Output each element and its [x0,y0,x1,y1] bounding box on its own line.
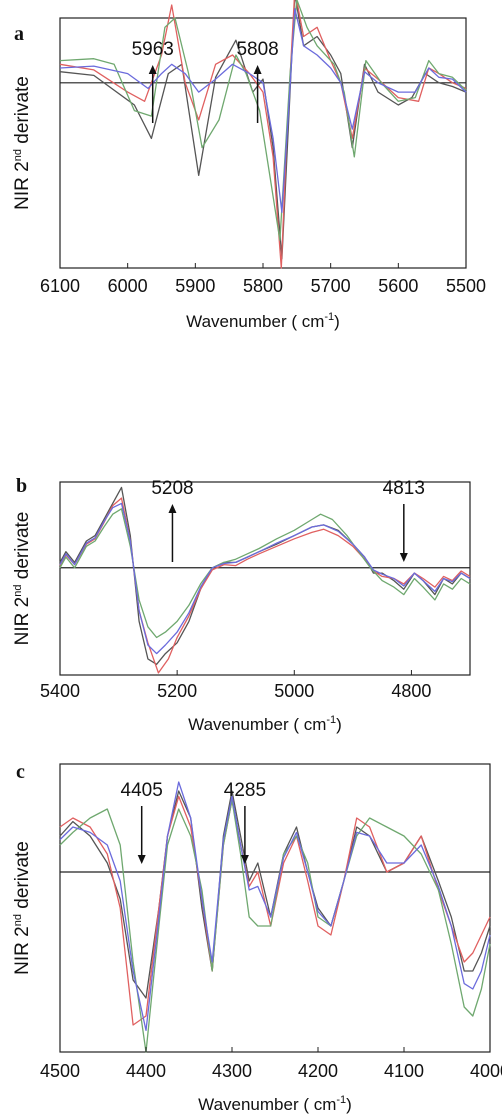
annotation-label: 4285 [224,780,266,801]
annotation-label: 5208 [151,478,193,499]
x-tick-label: 4100 [384,1061,424,1081]
x-tick-label: 5400 [40,681,80,701]
panel-a: a 6100 6000 5900 5800 5700 5600 5500 Wavenumber … [12,0,486,331]
x-tick-label: 5700 [311,276,351,296]
series-line-1 [59,486,471,665]
x-tick-label: 5200 [157,681,197,701]
annotation-arrow [148,65,157,123]
annotation-arrow [168,504,177,562]
panel-label: a [14,23,24,45]
series-line-3 [59,0,467,241]
series-line-3 [59,508,471,639]
x-tick-label: 4200 [298,1061,338,1081]
panel-label: b [16,475,27,497]
x-tick-label: 4800 [391,681,431,701]
x-tick-label: 5900 [175,276,215,296]
x-tick-label: 5500 [446,276,486,296]
annotation-label: 5963 [132,39,174,60]
y-axis-label: NIR 2nd derivate [12,76,33,210]
annotation-label: 4813 [383,478,425,499]
panel-b: b 5400 5200 5000 4800 Wavenumber ( cm-1) NIR 2… [12,475,471,734]
x-tick-label: 5000 [274,681,314,701]
annotation-label: 5808 [236,39,278,60]
x-tick-label: 5600 [378,276,418,296]
series-line-3 [59,799,491,1053]
plot-frame [59,763,491,1053]
x-axis-label: Wavenumber ( cm-1) [186,311,340,331]
annotation-arrow [253,65,262,123]
x-axis-label: Wavenumber ( cm-1) [198,1094,352,1114]
x-tick-label: 5800 [243,276,283,296]
series-line-4 [59,781,491,1032]
y-axis-label: NIR 2nd derivate [12,512,33,646]
x-tick-label: 4300 [212,1061,252,1081]
annotation-arrow [399,504,408,562]
series-line-2 [59,497,471,674]
x-tick-label: 4000 [470,1061,502,1081]
series-line-4 [59,502,471,655]
annotation-label: 4405 [121,780,163,801]
x-tick-label: 6000 [108,276,148,296]
x-tick-label: 6100 [40,276,80,296]
x-tick-label: 4400 [126,1061,166,1081]
annotation-arrow [240,806,249,864]
panel-c: c 4500 4400 4300 4200 4100 4000 Wavenumber ( cm… [12,761,502,1114]
series-line-4 [59,8,467,214]
panel-label: c [16,761,25,783]
annotation-arrow [137,806,146,864]
x-axis-label: Wavenumber ( cm-1) [188,714,342,734]
x-tick-label: 4500 [40,1061,80,1081]
y-axis-label: NIR 2nd derivate [12,841,33,975]
